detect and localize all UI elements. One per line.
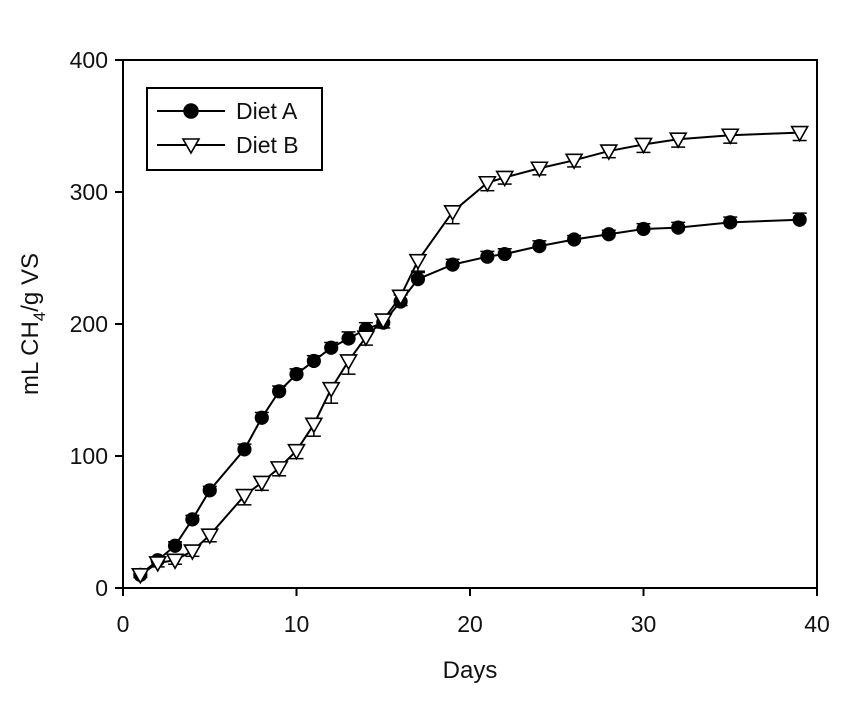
data-point (167, 538, 183, 553)
data-point (237, 442, 252, 457)
data-point (530, 161, 549, 178)
data-point (634, 137, 653, 155)
legend-box (146, 87, 323, 171)
legend-marker-diet-a (183, 103, 199, 119)
x-tick-label: 10 (284, 611, 310, 637)
data-point (391, 289, 410, 306)
data-point (321, 381, 341, 399)
data-point (566, 232, 582, 247)
data-point (254, 410, 269, 425)
data-point (601, 227, 616, 242)
data-point (532, 239, 547, 254)
x-tick-label: 30 (631, 611, 657, 637)
data-point (272, 384, 287, 399)
x-axis-label: Days (443, 657, 498, 684)
data-point (339, 354, 358, 371)
data-point (341, 331, 356, 346)
data-point (495, 170, 515, 188)
data-point (148, 556, 168, 573)
data-point (185, 512, 200, 527)
data-point (252, 475, 272, 493)
data-point (480, 249, 495, 264)
data-point (671, 220, 686, 235)
data-point (599, 144, 619, 161)
data-point (443, 205, 463, 222)
y-axis-label-subscript: 4 (30, 312, 49, 321)
legend-marker-diet-b (181, 138, 201, 155)
y-tick-label: 100 (70, 443, 108, 469)
data-point (130, 567, 150, 585)
series-diet-b (130, 125, 810, 585)
y-axis-label: mL CH4/g VS (17, 253, 49, 395)
data-point (200, 528, 220, 545)
legend: Diet A Diet B (146, 87, 323, 171)
data-point (269, 461, 289, 478)
data-point (564, 153, 584, 170)
data-point (235, 488, 254, 506)
y-tick-label: 400 (70, 47, 108, 73)
data-point (202, 483, 217, 498)
y-tick-label: 200 (70, 311, 108, 337)
data-point (306, 353, 321, 369)
x-tick-label: 20 (457, 611, 483, 637)
legend-label-diet-a: Diet A (236, 98, 298, 124)
data-point (723, 215, 738, 230)
data-point (183, 544, 202, 561)
data-point (373, 313, 393, 330)
data-point (304, 417, 324, 434)
data-point (356, 330, 376, 347)
data-point (287, 443, 306, 461)
data-point (289, 367, 304, 382)
x-tick-label: 40 (804, 611, 830, 637)
data-point (408, 253, 428, 271)
data-point (792, 212, 807, 227)
data-point (790, 125, 810, 143)
data-point (636, 221, 651, 237)
data-point (445, 257, 460, 272)
data-point (477, 175, 497, 193)
data-point (324, 340, 339, 355)
data-point (410, 272, 426, 287)
y-axis-label-suffix: /g VS (17, 253, 44, 312)
y-tick-label: 0 (95, 575, 108, 601)
y-axis-label-prefix: mL CH (17, 321, 44, 395)
x-tick-label: 0 (117, 611, 130, 637)
data-point (668, 132, 688, 149)
legend-label-diet-b: Diet B (236, 132, 299, 158)
series-layer (130, 125, 810, 585)
data-point (720, 128, 740, 145)
data-point (497, 246, 512, 262)
y-tick-label: 300 (70, 179, 108, 205)
data-point (165, 553, 185, 570)
